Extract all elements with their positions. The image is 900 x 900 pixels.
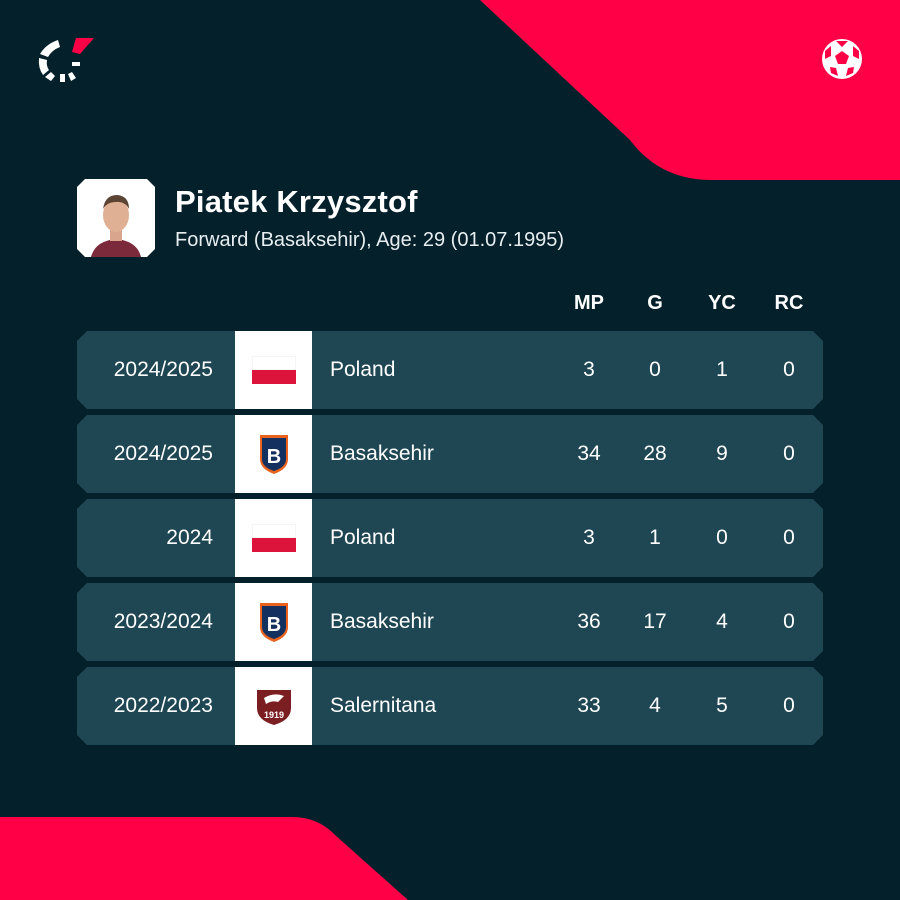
team-name: Poland <box>330 526 396 549</box>
stat-mp: 33 <box>577 694 601 717</box>
basaksehir-crest-icon: B <box>259 603 288 642</box>
table-row: 2022/2023 1919 Salernitana 33 4 5 0 <box>77 667 823 745</box>
stat-mp: 3 <box>583 358 595 381</box>
column-header-yc: YC <box>708 292 736 314</box>
stat-mp: 3 <box>583 526 595 549</box>
team-logo: B <box>235 415 312 493</box>
team-logo: B <box>235 583 312 661</box>
team-name: Basaksehir <box>330 442 434 465</box>
stat-mp: 36 <box>577 610 601 633</box>
stat-rc: 0 <box>783 442 795 465</box>
column-header-rc: RC <box>774 292 804 314</box>
player-name: Piatek Krzysztof <box>175 184 418 219</box>
poland-flag-icon <box>251 356 296 384</box>
team-logo <box>235 499 312 577</box>
stat-g: 1 <box>649 526 661 549</box>
season: 2024/2025 <box>113 442 213 465</box>
team-logo <box>235 331 312 409</box>
stat-g: 4 <box>649 694 661 717</box>
basaksehir-crest-icon: B <box>259 435 288 474</box>
svg-text:1919: 1919 <box>263 710 283 720</box>
column-header-g: G <box>647 292 663 314</box>
season: 2022/2023 <box>113 694 213 717</box>
team-name: Basaksehir <box>330 610 434 633</box>
team-name: Salernitana <box>330 694 437 717</box>
team-name: Poland <box>330 358 396 381</box>
stat-g: 28 <box>643 442 667 465</box>
svg-text:B: B <box>266 614 280 636</box>
player-avatar <box>77 179 155 257</box>
flashscore-logo-icon <box>38 38 94 82</box>
stat-yc: 0 <box>716 526 728 549</box>
stat-yc: 9 <box>716 442 728 465</box>
table-row: 2024/2025 Poland 3 0 1 0 <box>77 331 823 409</box>
stat-rc: 0 <box>783 694 795 717</box>
svg-text:B: B <box>266 446 280 468</box>
football-icon <box>822 39 862 79</box>
stat-yc: 4 <box>716 610 728 633</box>
season: 2024/2025 <box>113 358 213 381</box>
stat-yc: 1 <box>716 358 728 381</box>
stat-rc: 0 <box>783 358 795 381</box>
column-header-mp: MP <box>574 292 604 314</box>
table-row: 2023/2024 B Basaksehir 36 17 4 0 <box>77 583 823 661</box>
player-photo <box>91 195 141 257</box>
stat-g: 0 <box>649 358 661 381</box>
player-subtitle: Forward (Basaksehir), Age: 29 (01.07.199… <box>175 229 565 251</box>
stat-mp: 34 <box>577 442 601 465</box>
table-row: 2024/2025 B Basaksehir 34 28 9 0 <box>77 415 823 493</box>
season: 2023/2024 <box>113 610 213 633</box>
team-logo: 1919 <box>235 667 312 745</box>
stat-g: 17 <box>643 610 667 633</box>
season: 2024 <box>166 526 213 549</box>
salernitana-crest-icon: 1919 <box>256 690 291 725</box>
stat-rc: 0 <box>783 610 795 633</box>
stat-rc: 0 <box>783 526 795 549</box>
table-row: 2024 Poland 3 1 0 0 <box>77 499 823 577</box>
stat-yc: 5 <box>716 694 728 717</box>
poland-flag-icon <box>251 524 296 552</box>
